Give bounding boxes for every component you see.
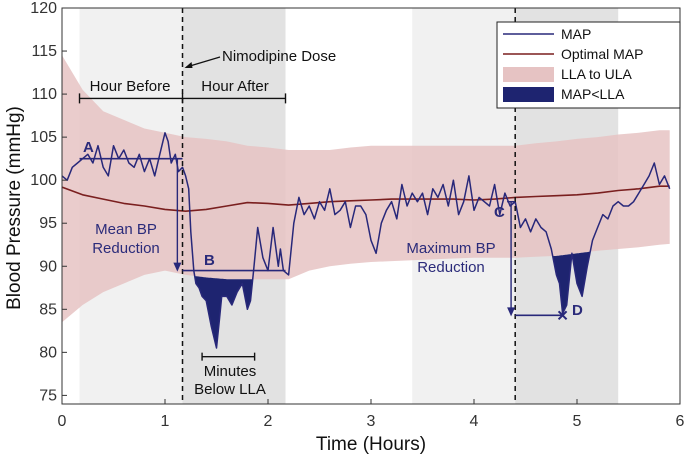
minutes-label-2: Below LLA [194, 381, 266, 398]
x-tick-label-4: 4 [470, 413, 479, 430]
legend-optimal-map-label: Optimal MAP [561, 46, 643, 62]
map-line [61, 132, 671, 349]
x-tick-label-3: 3 [367, 413, 376, 430]
legend: MAP Optimal MAP LLA to ULA MAP<LLA [496, 21, 681, 109]
axes: 0 1 2 3 4 5 6 75 80 85 90 95 100 105 110 115 120 [30, 0, 684, 430]
nimodipine-arrow-line [186, 56, 221, 68]
mean-bp-label-2: Reduction [92, 240, 160, 257]
x-tick-label-2: 2 [264, 413, 273, 430]
legend-map-below-lla-swatch [503, 87, 554, 102]
x-axis-title: Time (Hours) [316, 434, 426, 455]
annotations [78, 8, 568, 404]
max-bp-arrow-head [507, 307, 516, 317]
hour-before-label: Hour Before [90, 78, 171, 95]
legend-lla-ula-label: LLA to ULA [561, 66, 632, 82]
y-tick-label-80: 80 [39, 344, 57, 361]
point-a-label: A [83, 139, 94, 156]
series-lines [61, 132, 671, 349]
y-tick-label-75: 75 [39, 387, 57, 404]
below-lla-region-0 [194, 276, 253, 348]
hour-after-label: Hour After [201, 78, 269, 95]
x-tick-label-0: 0 [58, 413, 67, 430]
point-d-label: D [572, 302, 583, 319]
mean-bp-label-1: Mean BP [95, 221, 157, 238]
y-tick-label-100: 100 [30, 172, 57, 189]
below-lla-region-2 [572, 251, 590, 297]
y-tick-label-85: 85 [39, 301, 57, 318]
legend-lla-ula-swatch [503, 67, 554, 82]
y-axis-title: Blood Pressure (mmHg) [4, 106, 25, 310]
lla-ula-band-area [62, 55, 670, 323]
y-tick-label-110: 110 [31, 86, 57, 103]
y-tick-label-120: 120 [30, 0, 57, 17]
lla-ula-band [62, 55, 670, 323]
y-tick-label-90: 90 [39, 258, 57, 275]
minutes-label-1: Minutes [204, 363, 257, 380]
x-tick-label-5: 5 [573, 413, 582, 430]
optimal-map-line [61, 185, 670, 212]
point-c-label: C [494, 204, 505, 221]
mean-bp-arrow-head [173, 262, 182, 272]
max-bp-label-2: Reduction [417, 259, 485, 276]
y-tick-label-105: 105 [30, 129, 57, 146]
y-tick-label-95: 95 [39, 215, 57, 232]
x-tick-label-1: 1 [161, 413, 170, 430]
nimodipine-arrow-head [184, 62, 193, 68]
max-bp-label-1: Maximum BP [406, 240, 495, 257]
legend-map-label: MAP [561, 26, 591, 42]
nimodipine-dose-label: Nimodipine Dose [222, 48, 336, 65]
x-tick-label-6: 6 [676, 413, 685, 430]
point-b-label: B [204, 252, 215, 269]
y-tick-label-115: 115 [31, 43, 57, 60]
legend-map-below-lla-label: MAP<LLA [561, 86, 625, 102]
min-point-marker [557, 310, 568, 321]
